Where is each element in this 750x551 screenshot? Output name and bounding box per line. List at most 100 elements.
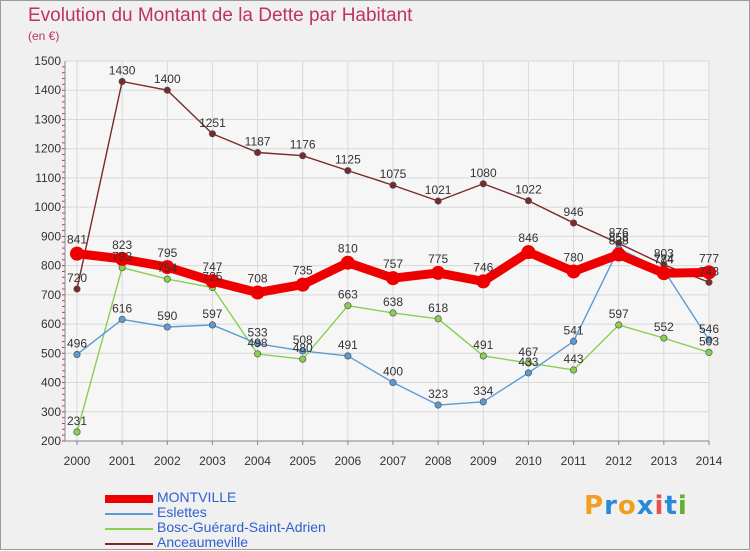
data-label: 708 bbox=[248, 272, 268, 286]
data-point bbox=[476, 274, 491, 289]
data-label: 777 bbox=[699, 251, 719, 265]
data-point bbox=[254, 350, 262, 358]
legend-item: Eslettes bbox=[105, 504, 405, 521]
data-label: 663 bbox=[338, 288, 358, 302]
data-point bbox=[344, 352, 352, 360]
data-point bbox=[73, 428, 81, 436]
data-label: 1021 bbox=[425, 183, 452, 197]
logo-letter: i bbox=[654, 491, 665, 521]
data-label: 491 bbox=[473, 338, 493, 352]
data-label: 720 bbox=[67, 271, 87, 285]
legend-label: Anceaumeville bbox=[157, 534, 249, 550]
data-label: 876 bbox=[609, 225, 629, 239]
data-label: 508 bbox=[293, 333, 313, 347]
data-point bbox=[208, 321, 216, 329]
data-point bbox=[389, 309, 397, 317]
y-tick-label: 1500 bbox=[34, 54, 61, 68]
logo-letter: r bbox=[604, 491, 618, 521]
data-point bbox=[344, 167, 352, 175]
x-tick-label: 2014 bbox=[696, 454, 723, 468]
data-point bbox=[431, 265, 446, 280]
data-point bbox=[570, 219, 578, 227]
y-tick-label: 400 bbox=[41, 376, 61, 390]
data-label: 757 bbox=[383, 257, 403, 271]
chart-title: Evolution du Montant de la Dette par Hab… bbox=[28, 5, 413, 26]
legend-item: MONTVILLE bbox=[105, 489, 405, 506]
x-tick-label: 2007 bbox=[380, 454, 407, 468]
data-point bbox=[702, 265, 716, 280]
data-point bbox=[524, 369, 532, 377]
x-tick-label: 2011 bbox=[561, 454, 587, 468]
data-point bbox=[705, 336, 713, 344]
data-label: 433 bbox=[518, 355, 538, 369]
data-point bbox=[389, 378, 397, 387]
data-label: 1187 bbox=[245, 134, 271, 148]
data-label: 1075 bbox=[380, 167, 407, 181]
data-point bbox=[299, 152, 307, 160]
data-label: 795 bbox=[157, 246, 177, 260]
proxiti-logo: Proxiti bbox=[584, 491, 688, 521]
data-label: 616 bbox=[112, 301, 132, 315]
data-label: 793 bbox=[112, 250, 132, 264]
y-tick-label: 500 bbox=[41, 346, 61, 360]
legend-swatch bbox=[105, 528, 153, 530]
data-point bbox=[521, 245, 536, 260]
data-point bbox=[208, 130, 216, 138]
legend-item: Anceaumeville bbox=[105, 534, 405, 551]
legend-label: MONTVILLE bbox=[157, 489, 237, 505]
y-tick-label: 900 bbox=[41, 229, 61, 243]
y-tick-label: 300 bbox=[41, 405, 61, 419]
data-point bbox=[479, 352, 487, 360]
logo-letter: P bbox=[584, 491, 605, 521]
data-label: 810 bbox=[338, 242, 358, 256]
data-label: 747 bbox=[202, 260, 222, 274]
data-point bbox=[434, 401, 442, 409]
data-point bbox=[163, 86, 171, 94]
data-point bbox=[570, 366, 578, 374]
data-point bbox=[434, 315, 442, 323]
data-point bbox=[705, 348, 713, 356]
x-tick-label: 2010 bbox=[515, 454, 542, 468]
y-tick-label: 200 bbox=[41, 434, 61, 448]
data-labels: 720 1430 1400 1251 1187 1176 1125 1075 1021 1080 1… bbox=[67, 63, 719, 427]
data-point bbox=[163, 323, 171, 331]
x-tick-label: 2013 bbox=[651, 454, 678, 468]
data-label: 841 bbox=[67, 233, 87, 247]
data-label: 846 bbox=[518, 231, 538, 245]
data-label: 725 bbox=[202, 270, 222, 284]
data-point bbox=[479, 180, 487, 188]
data-label: 590 bbox=[157, 309, 177, 323]
data-label: 480 bbox=[293, 341, 313, 355]
data-label: 784 bbox=[654, 252, 674, 266]
data-label: 1125 bbox=[335, 153, 361, 167]
plot-area bbox=[65, 61, 709, 441]
data-label: 735 bbox=[293, 264, 313, 278]
x-tick-label: 2008 bbox=[425, 454, 452, 468]
data-label: 334 bbox=[473, 384, 493, 398]
x-tick-label: 2005 bbox=[289, 454, 316, 468]
y-tick-label: 800 bbox=[41, 259, 61, 273]
data-label: 597 bbox=[609, 307, 629, 321]
data-label: 743 bbox=[699, 264, 719, 278]
data-point bbox=[570, 337, 578, 345]
data-label: 780 bbox=[564, 250, 584, 264]
data-label: 491 bbox=[338, 338, 358, 352]
x-tick-label: 2012 bbox=[605, 454, 632, 468]
data-label: 467 bbox=[518, 345, 538, 359]
data-point bbox=[656, 266, 671, 281]
y-tick-label: 1300 bbox=[34, 112, 61, 126]
data-label: 1080 bbox=[470, 166, 497, 180]
data-label: 838 bbox=[609, 234, 629, 248]
data-point bbox=[254, 340, 262, 348]
data-point bbox=[70, 246, 84, 261]
data-label: 775 bbox=[428, 252, 448, 266]
y-tick-label: 1000 bbox=[34, 200, 61, 214]
line-chart: 200 300 400 500 600 700 800 900 1000 1100 1200 1300… bbox=[34, 54, 723, 468]
data-label: 400 bbox=[383, 365, 403, 379]
data-label: 503 bbox=[699, 334, 719, 348]
data-label: 546 bbox=[699, 322, 719, 336]
x-tick-label: 2004 bbox=[244, 454, 271, 468]
y-tick-label: 700 bbox=[41, 288, 61, 302]
data-point bbox=[566, 264, 581, 279]
data-point bbox=[389, 181, 397, 189]
